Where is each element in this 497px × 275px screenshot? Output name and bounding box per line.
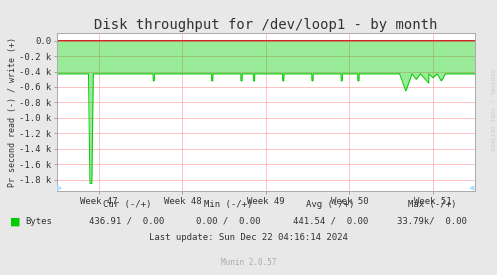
Text: Max (-/+): Max (-/+) (408, 200, 457, 209)
Text: Bytes: Bytes (25, 217, 52, 226)
Text: 441.54 /  0.00: 441.54 / 0.00 (293, 217, 368, 226)
Title: Disk throughput for /dev/loop1 - by month: Disk throughput for /dev/loop1 - by mont… (94, 18, 437, 32)
Text: ■: ■ (10, 216, 20, 226)
Text: ◀: ◀ (469, 185, 475, 191)
Text: Avg (-/+): Avg (-/+) (306, 200, 355, 209)
Text: Cur (-/+): Cur (-/+) (102, 200, 151, 209)
Text: Min (-/+): Min (-/+) (204, 200, 253, 209)
Text: 436.91 /  0.00: 436.91 / 0.00 (89, 217, 165, 226)
Y-axis label: Pr second read (-) / write (+): Pr second read (-) / write (+) (7, 37, 16, 187)
Text: RRDTOOL / TOBI OETIKER: RRDTOOL / TOBI OETIKER (490, 69, 495, 151)
Text: Last update: Sun Dec 22 04:16:14 2024: Last update: Sun Dec 22 04:16:14 2024 (149, 233, 348, 242)
Text: 33.79k/  0.00: 33.79k/ 0.00 (398, 217, 467, 226)
Text: ▶: ▶ (57, 185, 63, 191)
Text: 0.00 /  0.00: 0.00 / 0.00 (196, 217, 261, 226)
Text: Munin 2.0.57: Munin 2.0.57 (221, 258, 276, 267)
